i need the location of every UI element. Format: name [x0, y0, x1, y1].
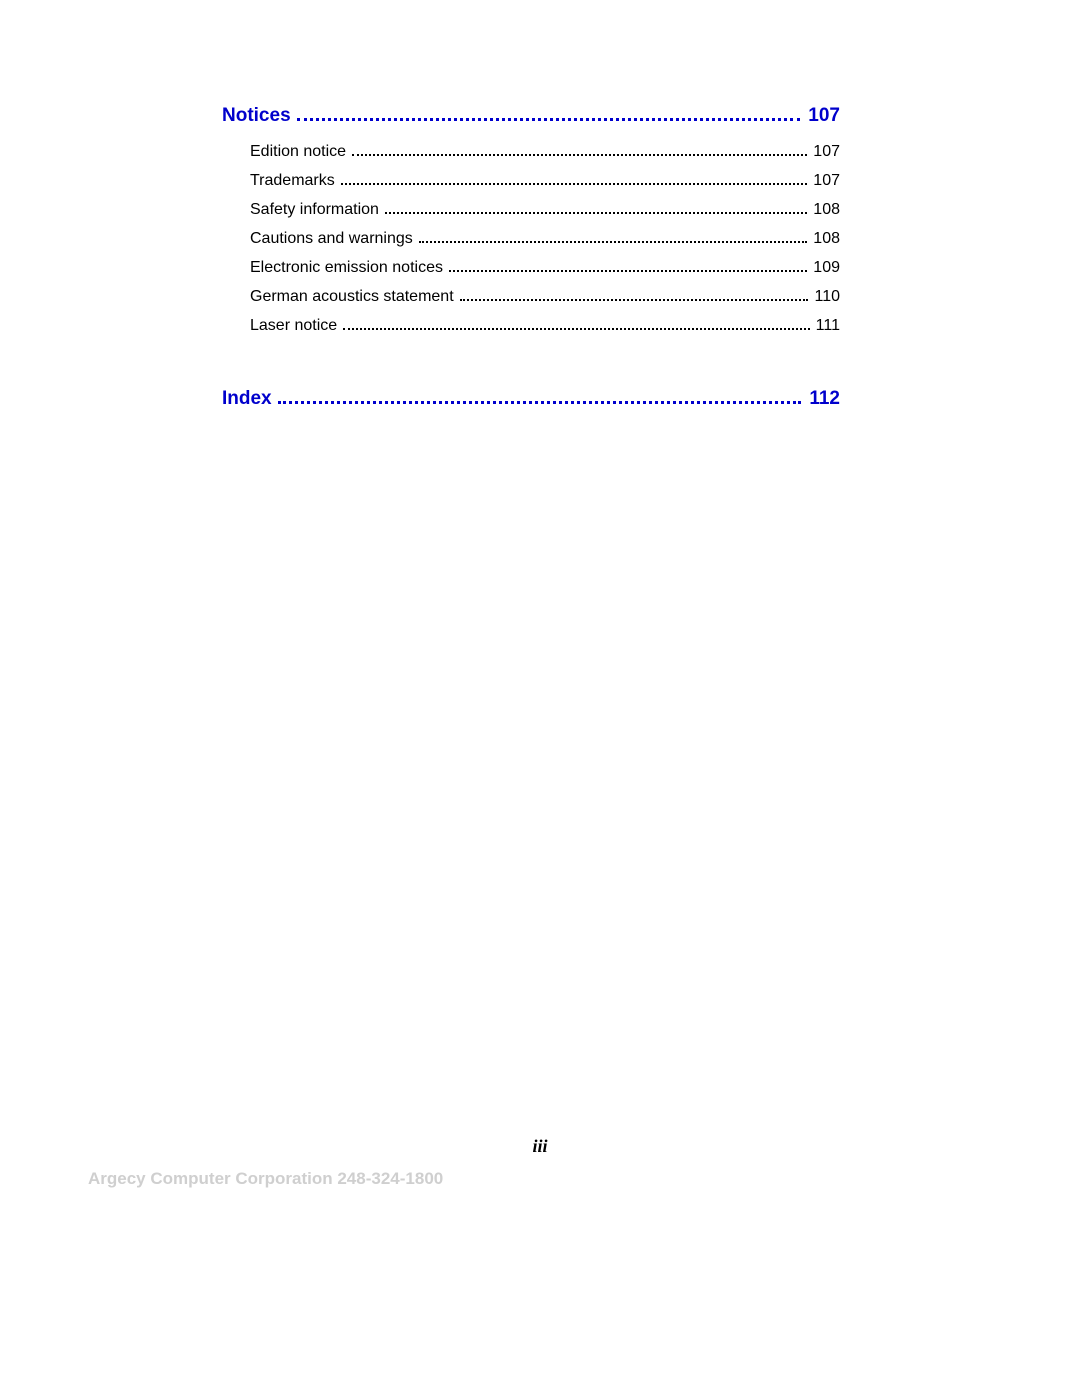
toc-item[interactable]: Laser notice 111 — [250, 317, 840, 335]
toc-section-title: Index — [222, 388, 272, 410]
page-number: iii — [0, 1136, 1080, 1157]
toc-section-title: Notices — [222, 105, 291, 127]
toc-item-page: 107 — [809, 143, 840, 161]
footer-text: Argecy Computer Corporation 248-324-1800 — [88, 1169, 443, 1189]
toc-item-title: Edition notice — [250, 143, 346, 161]
toc-item-title: Electronic emission notices — [250, 259, 443, 277]
toc-section-page: 112 — [805, 388, 840, 410]
toc-leader-dots — [352, 146, 807, 156]
toc-item-title: Cautions and warnings — [250, 230, 413, 248]
toc-leader-dots — [460, 291, 809, 301]
toc-item[interactable]: Safety information 108 — [250, 201, 840, 219]
toc-item[interactable]: German acoustics statement 110 — [250, 288, 840, 306]
toc-item-title: Trademarks — [250, 172, 335, 190]
toc-leader-dots — [343, 320, 810, 330]
toc-item[interactable]: Edition notice 107 — [250, 143, 840, 161]
toc-item-title: Laser notice — [250, 317, 337, 335]
toc-item[interactable]: Electronic emission notices 109 — [250, 259, 840, 277]
toc-item[interactable]: Cautions and warnings 108 — [250, 230, 840, 248]
toc-item-page: 109 — [809, 259, 840, 277]
toc-item-page: 108 — [809, 201, 840, 219]
toc-section-index[interactable]: Index 112 — [222, 388, 840, 410]
toc-item[interactable]: Trademarks 107 — [250, 172, 840, 190]
toc-leader-dots — [449, 262, 807, 272]
toc-leader-dots — [419, 233, 808, 243]
toc-leader-dots — [341, 175, 808, 185]
toc-content: Notices 107 Edition notice 107 Trademark… — [222, 105, 840, 426]
toc-leader-dots — [385, 204, 807, 214]
toc-section-notices[interactable]: Notices 107 — [222, 105, 840, 127]
toc-leader-dots — [278, 391, 802, 404]
toc-item-title: Safety information — [250, 201, 379, 219]
toc-item-page: 108 — [809, 230, 840, 248]
toc-section-page: 107 — [804, 105, 840, 127]
toc-item-page: 111 — [812, 317, 840, 335]
toc-leader-dots — [297, 108, 801, 121]
toc-item-page: 110 — [810, 288, 840, 306]
toc-item-title: German acoustics statement — [250, 288, 454, 306]
toc-item-page: 107 — [809, 172, 840, 190]
